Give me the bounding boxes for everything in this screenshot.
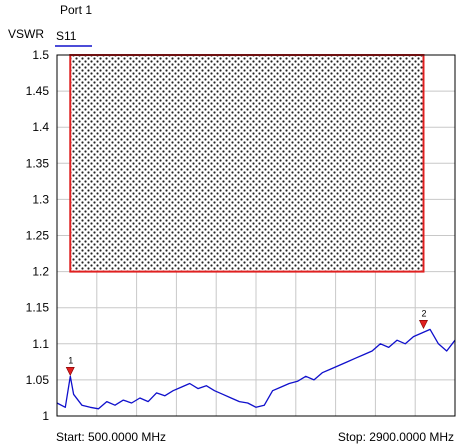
stop-frequency-label: Stop: 2900.0000 MHz: [338, 430, 454, 444]
marker-label-1: 1: [68, 355, 73, 365]
marker-layer: 12: [65, 308, 428, 376]
port-label: Port 1: [60, 3, 92, 17]
y-tick-labels: 1 1.05 1.1 1.15 1.2 1.25 1.3 1.35 1.4 1.45 1.5: [26, 48, 50, 423]
y-tick-label: 1.5: [32, 48, 49, 62]
y-tick-label: 1.25: [26, 229, 50, 243]
series-line-s11: [56, 328, 456, 410]
y-tick-label: 1: [42, 409, 49, 423]
y-tick-label: 1.1: [32, 337, 49, 351]
y-tick-label: 1.05: [26, 373, 50, 387]
y-tick-label: 1.15: [26, 301, 50, 315]
y-tick-label: 1.2: [32, 265, 49, 279]
trace-label: S11: [56, 29, 77, 43]
limit-region: [69, 54, 425, 273]
marker-2: [419, 320, 428, 330]
marker-label-2: 2: [421, 308, 426, 318]
plot-frame: [56, 54, 456, 417]
y-tick-label: 1.4: [32, 120, 49, 134]
start-frequency-label: Start: 500.0000 MHz: [56, 430, 166, 444]
y-tick-label: 1.35: [26, 156, 50, 170]
y-tick-label: 1.45: [26, 84, 50, 98]
marker-1: [65, 366, 75, 376]
y-tick-label: 1.3: [32, 192, 49, 206]
trace-layer: [56, 328, 456, 410]
y-axis-label: VSWR: [8, 27, 44, 41]
